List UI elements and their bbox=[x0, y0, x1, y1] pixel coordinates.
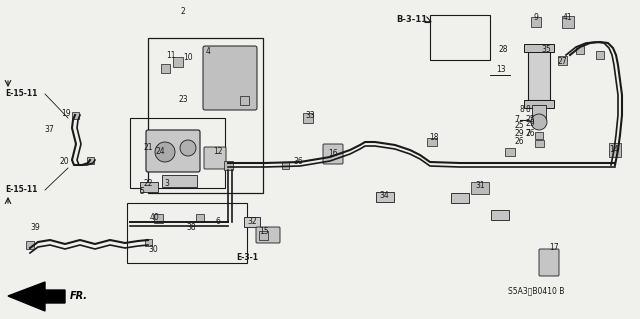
Bar bbox=[161, 63, 170, 72]
Text: 26: 26 bbox=[525, 129, 535, 137]
Text: 16: 16 bbox=[328, 149, 338, 158]
Bar bbox=[162, 175, 197, 187]
Text: 5: 5 bbox=[140, 188, 145, 197]
Text: 15: 15 bbox=[259, 226, 269, 235]
Text: 29: 29 bbox=[515, 129, 524, 137]
Text: 25: 25 bbox=[515, 121, 524, 130]
Text: 40: 40 bbox=[149, 213, 159, 222]
Bar bbox=[239, 95, 248, 105]
Bar bbox=[427, 138, 437, 146]
Bar bbox=[505, 148, 515, 156]
Text: 7: 7 bbox=[514, 115, 519, 124]
Text: 11: 11 bbox=[166, 50, 176, 60]
Text: 41: 41 bbox=[562, 13, 572, 23]
Text: 21: 21 bbox=[143, 144, 153, 152]
Bar bbox=[72, 112, 79, 118]
FancyBboxPatch shape bbox=[203, 46, 257, 110]
Bar bbox=[196, 214, 204, 222]
Text: 18: 18 bbox=[429, 133, 439, 143]
Bar bbox=[534, 139, 543, 146]
Text: 34: 34 bbox=[379, 191, 389, 201]
Text: B-3-11: B-3-11 bbox=[396, 16, 427, 25]
Bar bbox=[532, 105, 546, 120]
Bar bbox=[140, 182, 158, 192]
Text: 39: 39 bbox=[30, 224, 40, 233]
Text: 3: 3 bbox=[164, 179, 170, 188]
Bar bbox=[531, 17, 541, 27]
Text: 10: 10 bbox=[183, 54, 193, 63]
Circle shape bbox=[180, 140, 196, 156]
Text: 37: 37 bbox=[44, 125, 54, 135]
Text: 20: 20 bbox=[59, 158, 69, 167]
Text: 13: 13 bbox=[496, 65, 506, 75]
Text: E-15-11: E-15-11 bbox=[5, 186, 37, 195]
Bar bbox=[86, 157, 93, 164]
Bar bbox=[148, 38, 263, 193]
Bar bbox=[524, 100, 554, 108]
Text: 31: 31 bbox=[475, 181, 485, 189]
Text: E-3-1: E-3-1 bbox=[236, 253, 258, 262]
Bar bbox=[491, 210, 509, 220]
Text: 30: 30 bbox=[148, 244, 158, 254]
Text: 36: 36 bbox=[293, 157, 303, 166]
Text: 7: 7 bbox=[525, 129, 531, 137]
Bar bbox=[282, 161, 289, 168]
Bar bbox=[127, 203, 247, 263]
Bar bbox=[223, 160, 232, 169]
Text: 6: 6 bbox=[216, 217, 220, 226]
Text: 25: 25 bbox=[525, 115, 535, 124]
Text: E-15-11: E-15-11 bbox=[5, 90, 37, 99]
Text: FR.: FR. bbox=[70, 291, 88, 301]
Bar bbox=[596, 51, 604, 59]
Circle shape bbox=[531, 114, 547, 130]
FancyBboxPatch shape bbox=[256, 227, 280, 243]
Text: 4: 4 bbox=[205, 48, 211, 56]
Text: 22: 22 bbox=[143, 179, 153, 188]
Text: 9: 9 bbox=[534, 13, 538, 23]
Bar bbox=[471, 182, 489, 194]
Bar bbox=[130, 118, 225, 188]
Text: 26: 26 bbox=[515, 137, 524, 145]
Bar bbox=[259, 231, 268, 240]
Text: 14: 14 bbox=[609, 145, 619, 154]
Bar bbox=[528, 48, 550, 100]
Text: 28: 28 bbox=[499, 46, 508, 55]
Bar bbox=[576, 46, 584, 54]
Text: 12: 12 bbox=[213, 147, 223, 157]
Text: 8: 8 bbox=[525, 106, 531, 115]
Bar bbox=[535, 131, 543, 138]
Text: 8: 8 bbox=[519, 106, 524, 115]
Text: S5A3－B0410 B: S5A3－B0410 B bbox=[508, 286, 564, 295]
Bar bbox=[524, 44, 554, 52]
Text: 35: 35 bbox=[541, 46, 551, 55]
Bar bbox=[557, 56, 566, 64]
FancyBboxPatch shape bbox=[323, 144, 343, 164]
Text: 29: 29 bbox=[525, 118, 535, 128]
Text: 17: 17 bbox=[549, 243, 559, 253]
Text: 23: 23 bbox=[178, 95, 188, 105]
Bar bbox=[376, 192, 394, 202]
FancyBboxPatch shape bbox=[146, 130, 200, 172]
Text: 32: 32 bbox=[247, 218, 257, 226]
FancyBboxPatch shape bbox=[539, 249, 559, 276]
Bar bbox=[430, 15, 490, 60]
Text: 19: 19 bbox=[61, 108, 71, 117]
Polygon shape bbox=[8, 282, 65, 311]
Bar bbox=[26, 241, 34, 249]
Bar bbox=[303, 113, 313, 123]
Text: 33: 33 bbox=[305, 112, 315, 121]
Bar bbox=[562, 16, 574, 28]
Text: 27: 27 bbox=[557, 57, 567, 66]
Bar bbox=[154, 213, 163, 222]
Text: 24: 24 bbox=[155, 147, 165, 157]
Bar bbox=[609, 143, 621, 157]
Text: 2: 2 bbox=[180, 8, 186, 17]
Bar bbox=[173, 57, 183, 67]
Text: 38: 38 bbox=[186, 224, 196, 233]
Bar bbox=[145, 239, 152, 246]
FancyBboxPatch shape bbox=[204, 147, 226, 169]
Bar bbox=[244, 217, 260, 227]
Circle shape bbox=[155, 142, 175, 162]
Bar bbox=[451, 193, 469, 203]
